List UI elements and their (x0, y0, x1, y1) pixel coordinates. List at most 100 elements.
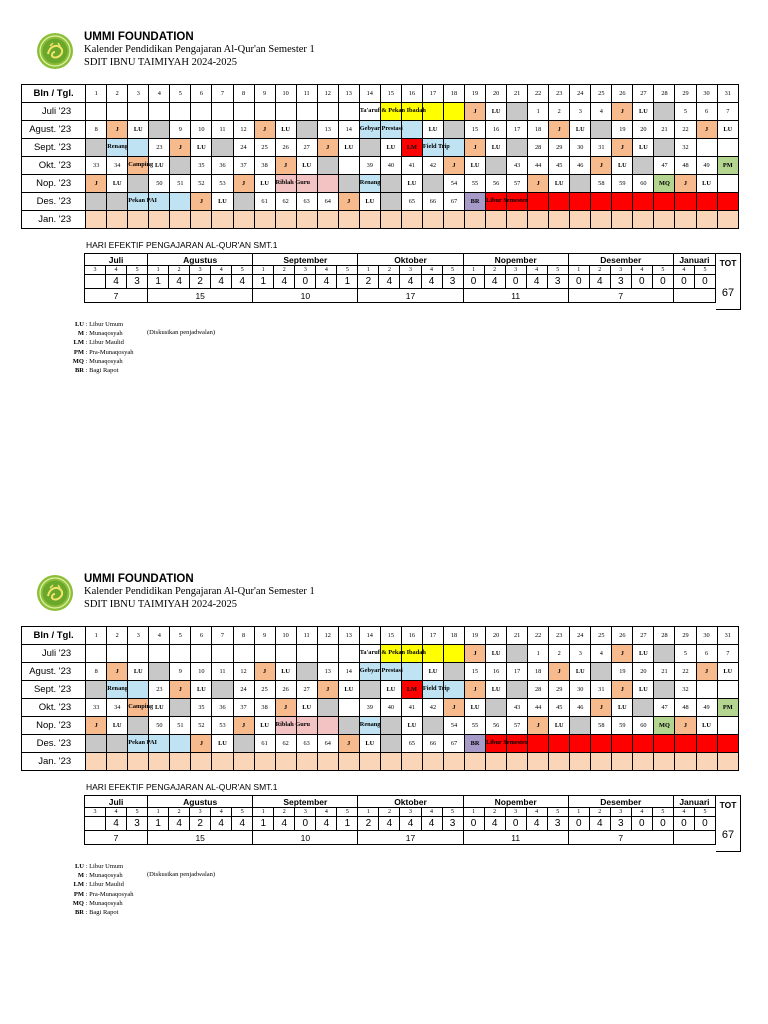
month-label: Okt. '23 (20, 156, 87, 175)
day-value: LU (386, 144, 396, 151)
effective-value (83, 274, 107, 289)
day-value: LU (386, 686, 396, 693)
day-value: 63 (303, 198, 310, 205)
effective-value: 4 (168, 816, 191, 831)
legend-desc: Munaqosyah (89, 357, 123, 365)
event-label: Field Trip (422, 685, 450, 692)
day-cell (400, 644, 423, 663)
day-cell: 62 (274, 192, 297, 211)
legend-item: MQ : Munaqosyah (54, 357, 133, 366)
week-number: 4 (105, 807, 128, 817)
day-cell (442, 644, 466, 663)
day-cell: 63 (295, 734, 318, 753)
effective-value: 0 (630, 816, 653, 831)
day-value: 6 (704, 108, 709, 115)
day-cell (190, 102, 213, 121)
month-label: Sept. '23 (20, 138, 87, 157)
day-value: 11 (219, 668, 226, 675)
day-value: J (199, 198, 203, 205)
day-cell: 41 (400, 156, 423, 175)
day-cell (337, 156, 360, 175)
day-cell (316, 716, 339, 735)
day-cell: J (232, 174, 255, 193)
day-cell: LU (716, 662, 740, 681)
day-number: 11 (295, 626, 318, 645)
effective-value: 0 (567, 274, 590, 289)
effective-value: 2 (189, 816, 212, 831)
day-cell (632, 752, 655, 771)
day-cell (421, 752, 444, 771)
day-value: 40 (387, 162, 394, 169)
day-value: LU (133, 668, 143, 675)
day-value: 45 (556, 704, 563, 711)
effective-value: 0 (651, 274, 674, 289)
day-number: 14 (358, 626, 381, 645)
legend-item: LU : Libur Umum (54, 862, 133, 871)
day-cell: 17 (506, 120, 529, 139)
day-cell (316, 102, 339, 121)
day-value: 67 (450, 198, 458, 205)
day-value: 30 (577, 144, 584, 151)
calendar-row: Jan. '23 (20, 752, 740, 771)
day-cell: 2 (548, 102, 571, 121)
legend-code: LU (74, 863, 84, 870)
day-cell: 9 (169, 662, 192, 681)
day-number: 21 (506, 84, 529, 103)
effective-value: 0 (693, 274, 717, 289)
day-cell: LU (253, 174, 276, 193)
day-number: 7 (211, 84, 234, 103)
effective-value (83, 816, 107, 831)
day-value: LU (575, 668, 585, 675)
day-cell (169, 734, 192, 753)
day-cell: 5 (674, 102, 697, 121)
effective-value: 0 (693, 816, 717, 831)
effective-value: 4 (399, 816, 422, 831)
day-cell (653, 192, 676, 211)
calendar-row: Sept. '23 Renang 23 J LU 24 25 26 27 J LU LU LM Field… (20, 138, 740, 157)
day-cell (85, 644, 108, 663)
day-cell (653, 138, 676, 157)
day-value: 25 (261, 686, 268, 693)
day-cell: J (611, 138, 634, 157)
day-cell: Renang (106, 138, 129, 157)
day-cell (358, 210, 381, 229)
effective-value: 4 (420, 816, 443, 831)
total-value: 67 (721, 829, 735, 841)
day-cell (127, 644, 150, 663)
day-number: 3 (127, 626, 150, 645)
ummi-logo-icon (37, 33, 73, 69)
day-cell (442, 138, 466, 157)
week-number: 3 (609, 807, 632, 817)
day-cell (485, 210, 508, 229)
day-value: 32 (682, 686, 689, 693)
day-value: J (347, 740, 351, 747)
day-value: 4 (599, 108, 603, 115)
day-value: 24 (240, 686, 247, 693)
week-number: 5 (651, 807, 674, 817)
total-value: 67 (721, 287, 735, 299)
week-number: 2 (588, 807, 611, 817)
day-value: 13 (324, 126, 331, 133)
effective-value: 0 (294, 274, 317, 289)
day-value: 40 (387, 704, 394, 711)
day-value: 60 (640, 722, 647, 729)
day-cell (85, 138, 108, 157)
day-cell: Ta'aruf & Pekan Ibadah (358, 102, 426, 121)
day-cell: 29 (548, 680, 571, 699)
day-cell (127, 174, 150, 193)
day-cell: LU (464, 698, 487, 717)
month-total (672, 288, 717, 303)
legend-desc: Pra-Munaqosyah (89, 890, 134, 898)
day-value: 39 (366, 704, 373, 711)
day-cell (548, 192, 571, 211)
day-cell: Gebyar Prestasi (358, 120, 403, 139)
day-value: J (94, 180, 98, 187)
day-number: 20 (485, 626, 508, 645)
day-value: 28 (535, 686, 542, 693)
day-number: 28 (653, 626, 676, 645)
week-number: 5 (651, 265, 674, 275)
week-number: 5 (126, 265, 149, 275)
day-cell (190, 644, 213, 663)
day-cell: 48 (674, 156, 697, 175)
day-cell: 11 (211, 120, 234, 139)
